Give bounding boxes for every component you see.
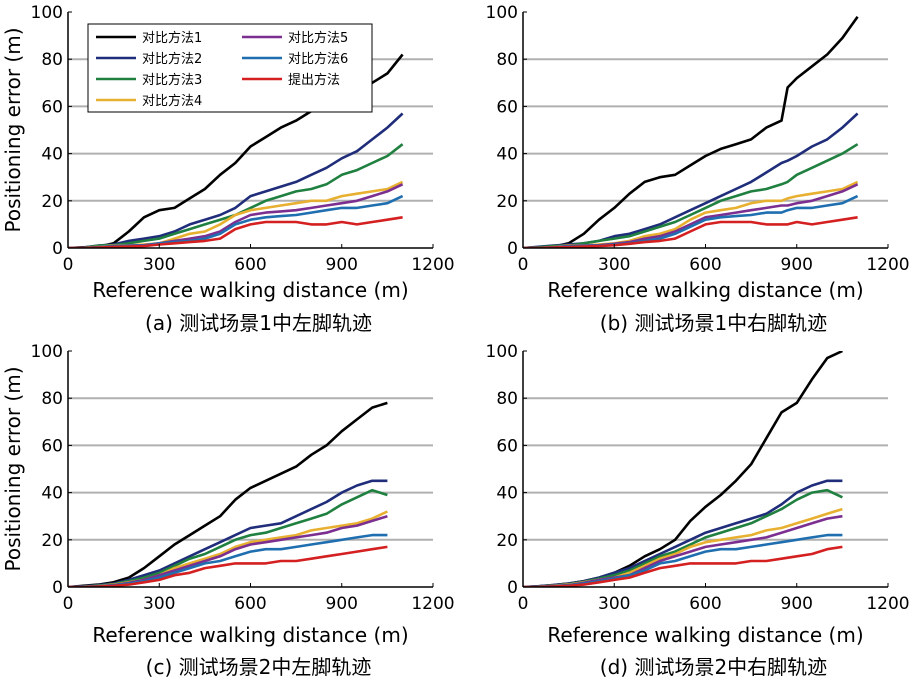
legend-label-对比方法6: 对比方法6	[288, 51, 348, 67]
legend-label-对比方法1: 对比方法1	[142, 30, 202, 46]
y-axis-label: Positioning error (m)	[1, 27, 25, 232]
x-tick-label: 600	[234, 255, 266, 275]
y-tick-label: 0	[507, 239, 518, 259]
series-line-对比方法4	[68, 180, 404, 248]
legend-label-对比方法5: 对比方法5	[288, 30, 348, 46]
y-tick-label: 80	[496, 50, 518, 70]
series-line-对比方法3	[523, 143, 859, 248]
panel-caption: (c) 测试场景2中左脚轨迹	[146, 655, 372, 679]
y-tick-label: 60	[41, 436, 63, 456]
y-tick-label: 40	[41, 145, 63, 165]
x-tick-label: 300	[598, 594, 630, 614]
x-axis-label: Reference walking distance (m)	[547, 278, 863, 302]
x-tick-label: 600	[234, 594, 266, 614]
legend-label-提出方法: 提出方法	[288, 72, 340, 88]
x-axis-label: Reference walking distance (m)	[547, 623, 863, 647]
series-line-提出方法	[68, 216, 403, 248]
legend-label-对比方法3: 对比方法3	[142, 72, 202, 88]
x-tick-label: 300	[143, 255, 175, 275]
series-line-对比方法3	[68, 143, 404, 248]
legend-label-对比方法4: 对比方法4	[142, 93, 202, 109]
legend-label-对比方法2: 对比方法2	[142, 51, 202, 67]
y-tick-label: 100	[31, 342, 63, 362]
series-line-提出方法	[523, 216, 858, 248]
y-tick-label: 0	[507, 578, 518, 598]
y-tick-label: 60	[496, 436, 518, 456]
y-tick-label: 100	[31, 3, 63, 23]
x-axis-label: Reference walking distance (m)	[92, 623, 408, 647]
y-axis-label: Positioning error (m)	[1, 366, 25, 571]
x-tick-label: 0	[63, 255, 74, 275]
x-tick-label: 0	[63, 594, 74, 614]
x-tick-label: 1200	[411, 255, 454, 275]
series-line-提出方法	[68, 545, 388, 587]
x-tick-label: 900	[781, 255, 813, 275]
y-tick-label: 60	[41, 97, 63, 117]
x-axis-label: Reference walking distance (m)	[92, 278, 408, 302]
series-line-对比方法2	[68, 112, 404, 248]
x-tick-label: 900	[326, 255, 358, 275]
legend: 对比方法1 对比方法2 对比方法3 对比方法4 对比方法5 对比方法6 提出方法	[87, 23, 373, 113]
y-tick-label: 100	[486, 342, 518, 362]
y-tick-label: 100	[486, 3, 518, 23]
panel-caption: (b) 测试场景1中右脚轨迹	[600, 311, 827, 335]
x-tick-label: 0	[518, 255, 529, 275]
series-line-对比方法4	[68, 510, 388, 587]
y-tick-label: 80	[496, 389, 518, 409]
x-tick-label: 1200	[866, 255, 909, 275]
y-tick-label: 40	[41, 484, 63, 504]
x-tick-label: 300	[598, 255, 630, 275]
y-tick-label: 20	[496, 531, 518, 551]
legend-box	[87, 23, 373, 113]
panel-caption: (a) 测试场景1中左脚轨迹	[145, 311, 372, 335]
series-line-对比方法3	[523, 488, 843, 587]
x-tick-label: 1200	[411, 594, 454, 614]
y-tick-label: 40	[496, 145, 518, 165]
x-tick-label: 600	[689, 255, 721, 275]
series-line-对比方法1	[523, 15, 859, 248]
y-tick-label: 0	[52, 239, 63, 259]
x-tick-label: 600	[689, 594, 721, 614]
x-tick-label: 300	[143, 594, 175, 614]
x-tick-label: 900	[781, 594, 813, 614]
series-line-对比方法2	[523, 479, 843, 587]
y-tick-label: 20	[496, 192, 518, 212]
y-tick-label: 40	[496, 484, 518, 504]
y-tick-label: 60	[496, 97, 518, 117]
x-tick-label: 900	[326, 594, 358, 614]
x-tick-label: 1200	[866, 594, 909, 614]
y-tick-label: 80	[41, 50, 63, 70]
series-line-提出方法	[523, 545, 843, 587]
x-tick-label: 0	[518, 594, 529, 614]
y-tick-label: 20	[41, 531, 63, 551]
series-line-对比方法2	[68, 479, 388, 587]
y-tick-label: 80	[41, 389, 63, 409]
panel-caption: (d) 测试场景2中右脚轨迹	[600, 655, 827, 679]
y-tick-label: 20	[41, 192, 63, 212]
series-line-对比方法1	[68, 401, 388, 587]
y-tick-label: 0	[52, 578, 63, 598]
